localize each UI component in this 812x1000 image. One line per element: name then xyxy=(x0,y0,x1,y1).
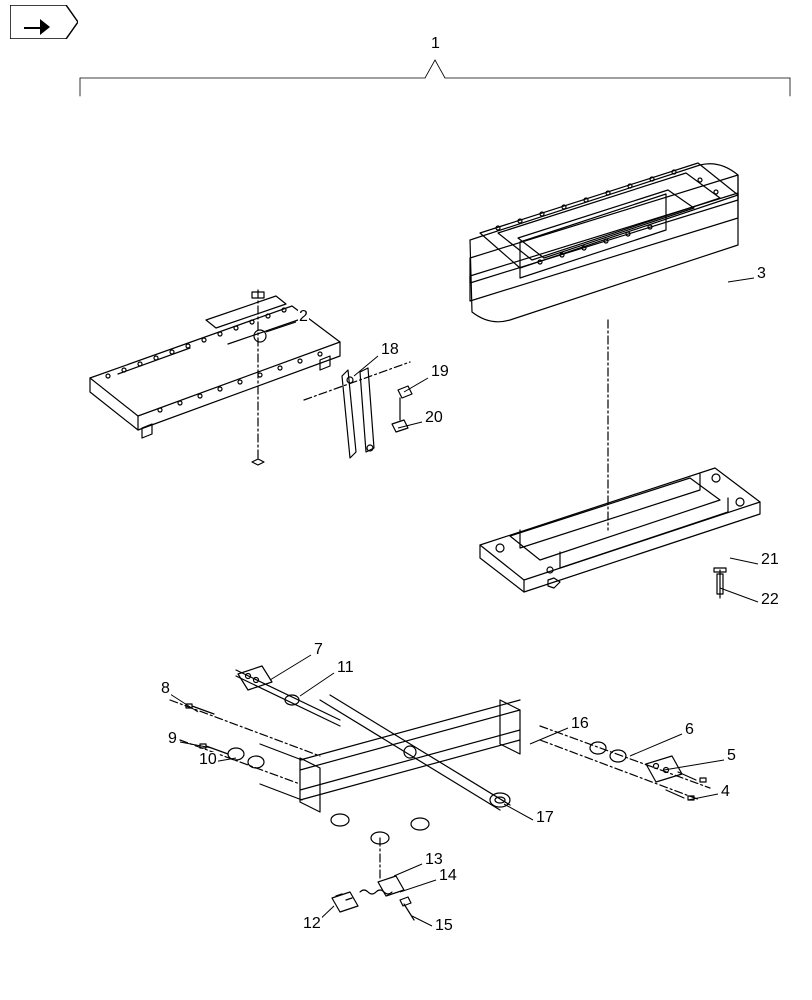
part-links-18-19-20 xyxy=(304,362,412,458)
callout-1: 1 xyxy=(430,36,441,52)
callout-18: 18 xyxy=(380,342,400,358)
callout-17: 17 xyxy=(535,810,555,826)
part-bellows-3 xyxy=(470,163,738,322)
callout-3: 3 xyxy=(756,266,767,282)
callout-9: 9 xyxy=(167,731,178,747)
callout-10: 10 xyxy=(198,752,218,768)
callout-8: 8 xyxy=(160,681,171,697)
callout-22: 22 xyxy=(760,592,780,608)
callout-13: 13 xyxy=(424,852,444,868)
part-hardware-left xyxy=(170,666,320,784)
callout-4: 4 xyxy=(720,784,731,800)
bracket-callout-1 xyxy=(80,60,790,96)
part-latch-12-15 xyxy=(332,838,414,920)
callout-19: 19 xyxy=(430,364,450,380)
callout-11: 11 xyxy=(336,660,355,676)
part-baseplate-21 xyxy=(480,320,760,598)
callout-15: 15 xyxy=(434,918,454,934)
callout-7: 7 xyxy=(313,642,324,658)
callout-21: 21 xyxy=(760,552,780,568)
callout-14: 14 xyxy=(438,868,458,884)
part-scissor-16 xyxy=(236,670,520,844)
callout-20: 20 xyxy=(424,410,444,426)
callout-16: 16 xyxy=(570,716,590,732)
drawing-canvas xyxy=(0,0,812,1000)
callout-5: 5 xyxy=(726,748,737,764)
callout-12: 12 xyxy=(302,916,322,932)
callout-2: 2 xyxy=(298,309,309,325)
callout-6: 6 xyxy=(684,722,695,738)
